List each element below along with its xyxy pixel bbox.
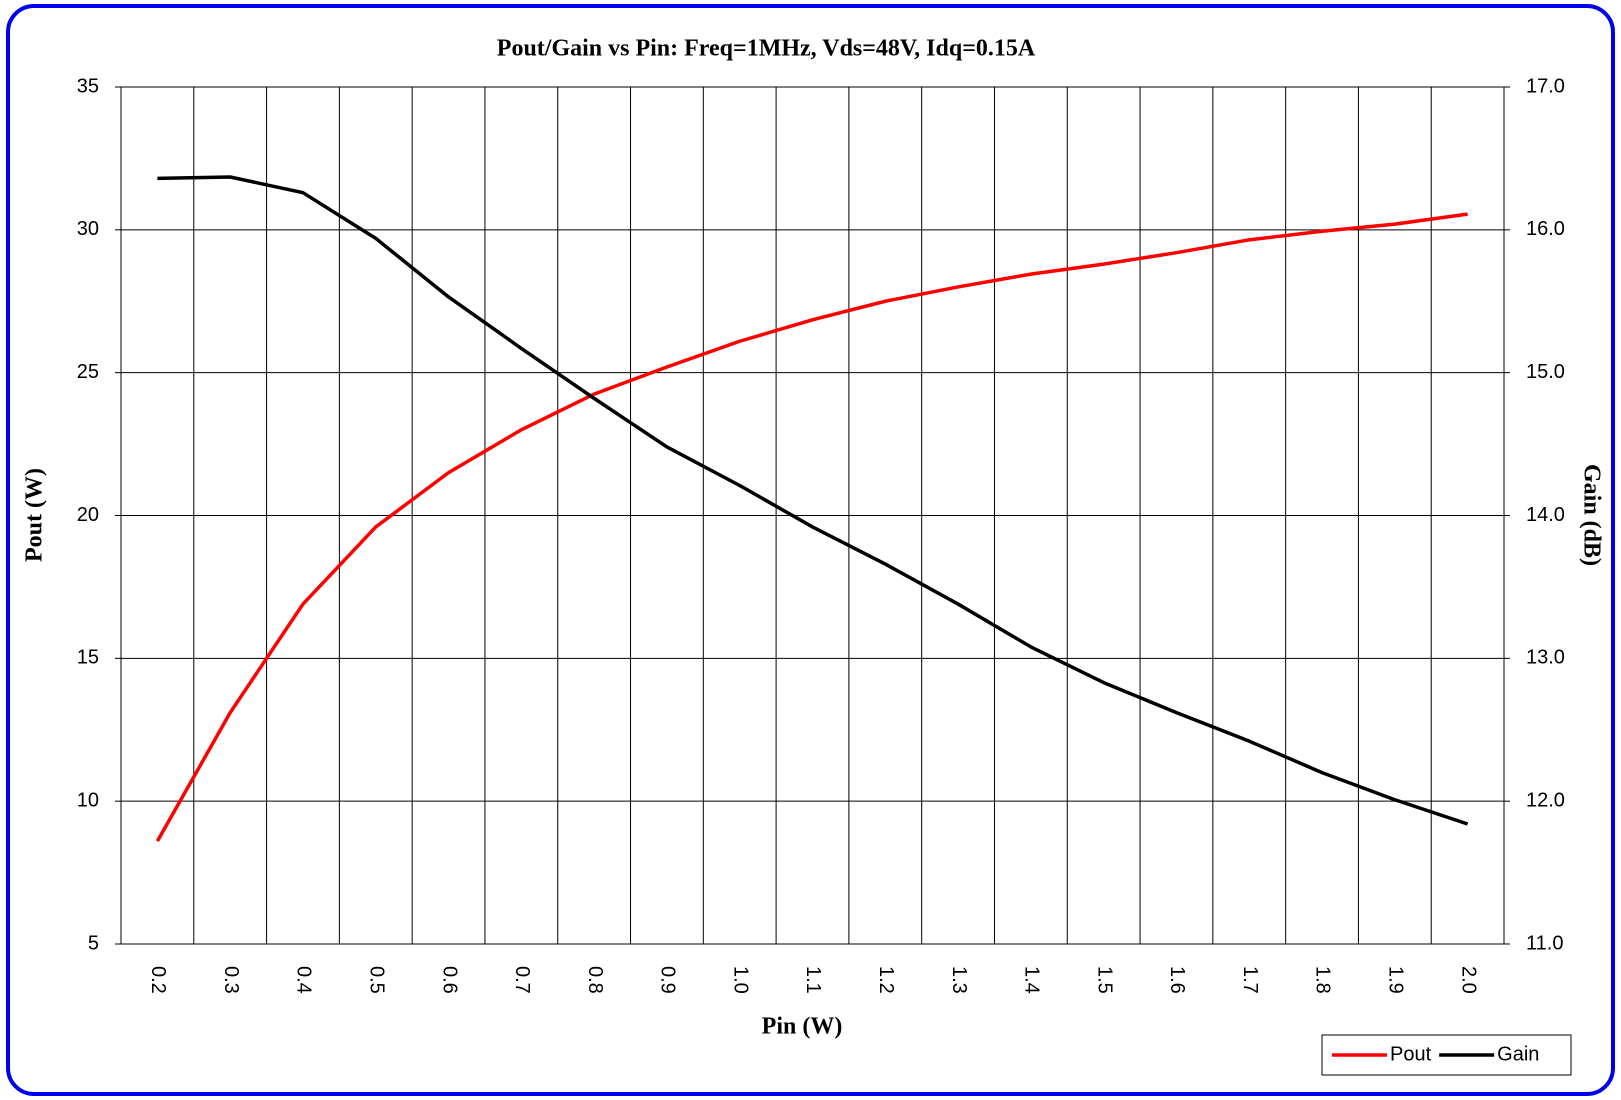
x-tick-label: 1.9	[1385, 966, 1407, 994]
y2-tick-label: 17.0	[1526, 75, 1565, 97]
y2-tick-label: 14.0	[1526, 504, 1565, 526]
y2-tick-label: 16.0	[1526, 218, 1565, 240]
x-tick-label: 1.0	[729, 966, 751, 994]
x-tick-label: 1.5	[1093, 966, 1115, 994]
chart-title: Pout/Gain vs Pin: Freq=1MHz, Vds=48V, Id…	[497, 36, 1036, 62]
x-tick-label: 1.6	[1166, 966, 1188, 994]
x-tick-label: 1.1	[802, 966, 824, 994]
y2-tick-label: 15.0	[1526, 361, 1565, 383]
y-axis-title: Pout (W)	[22, 468, 48, 562]
x-tick-label: 1.4	[1021, 966, 1043, 994]
x-tick-label: 0.2	[147, 966, 169, 994]
y2-tick-label: 13.0	[1526, 647, 1565, 669]
y-tick-label: 15	[77, 647, 99, 669]
y2-tick-label: 11.0	[1526, 932, 1563, 954]
x-tick-label: 0.5	[365, 966, 387, 994]
x-tick-label: 0.8	[584, 966, 606, 994]
x-tick-label: 1.8	[1312, 966, 1334, 994]
x-tick-label: 0.3	[220, 966, 242, 994]
y-tick-label: 5	[88, 932, 99, 954]
legend-label: Gain	[1497, 1043, 1539, 1065]
y-tick-label: 10	[77, 789, 99, 811]
series-line	[155, 212, 1468, 843]
series-line	[157, 175, 1469, 826]
x-tick-label: 0.7	[511, 966, 533, 994]
x-tick-label: 0.9	[657, 966, 679, 994]
x-tick-label: 1.7	[1239, 966, 1261, 994]
x-tick-label: 1.3	[948, 966, 970, 994]
y-tick-label: 30	[77, 218, 99, 240]
x-tick-label: 1.2	[875, 966, 897, 994]
y-tick-label: 35	[77, 75, 99, 97]
x-tick-label: 0.6	[438, 966, 460, 994]
x-tick-label: 2.0	[1457, 966, 1479, 994]
x-tick-label: 0.4	[293, 966, 315, 994]
legend-label: Pout	[1390, 1043, 1432, 1065]
y-tick-label: 25	[77, 361, 99, 383]
y2-tick-label: 12.0	[1526, 789, 1565, 811]
y-tick-label: 20	[77, 504, 99, 526]
y2-axis-title: Gain (dB)	[1578, 464, 1604, 566]
x-axis-title: Pin (W)	[762, 1014, 843, 1040]
